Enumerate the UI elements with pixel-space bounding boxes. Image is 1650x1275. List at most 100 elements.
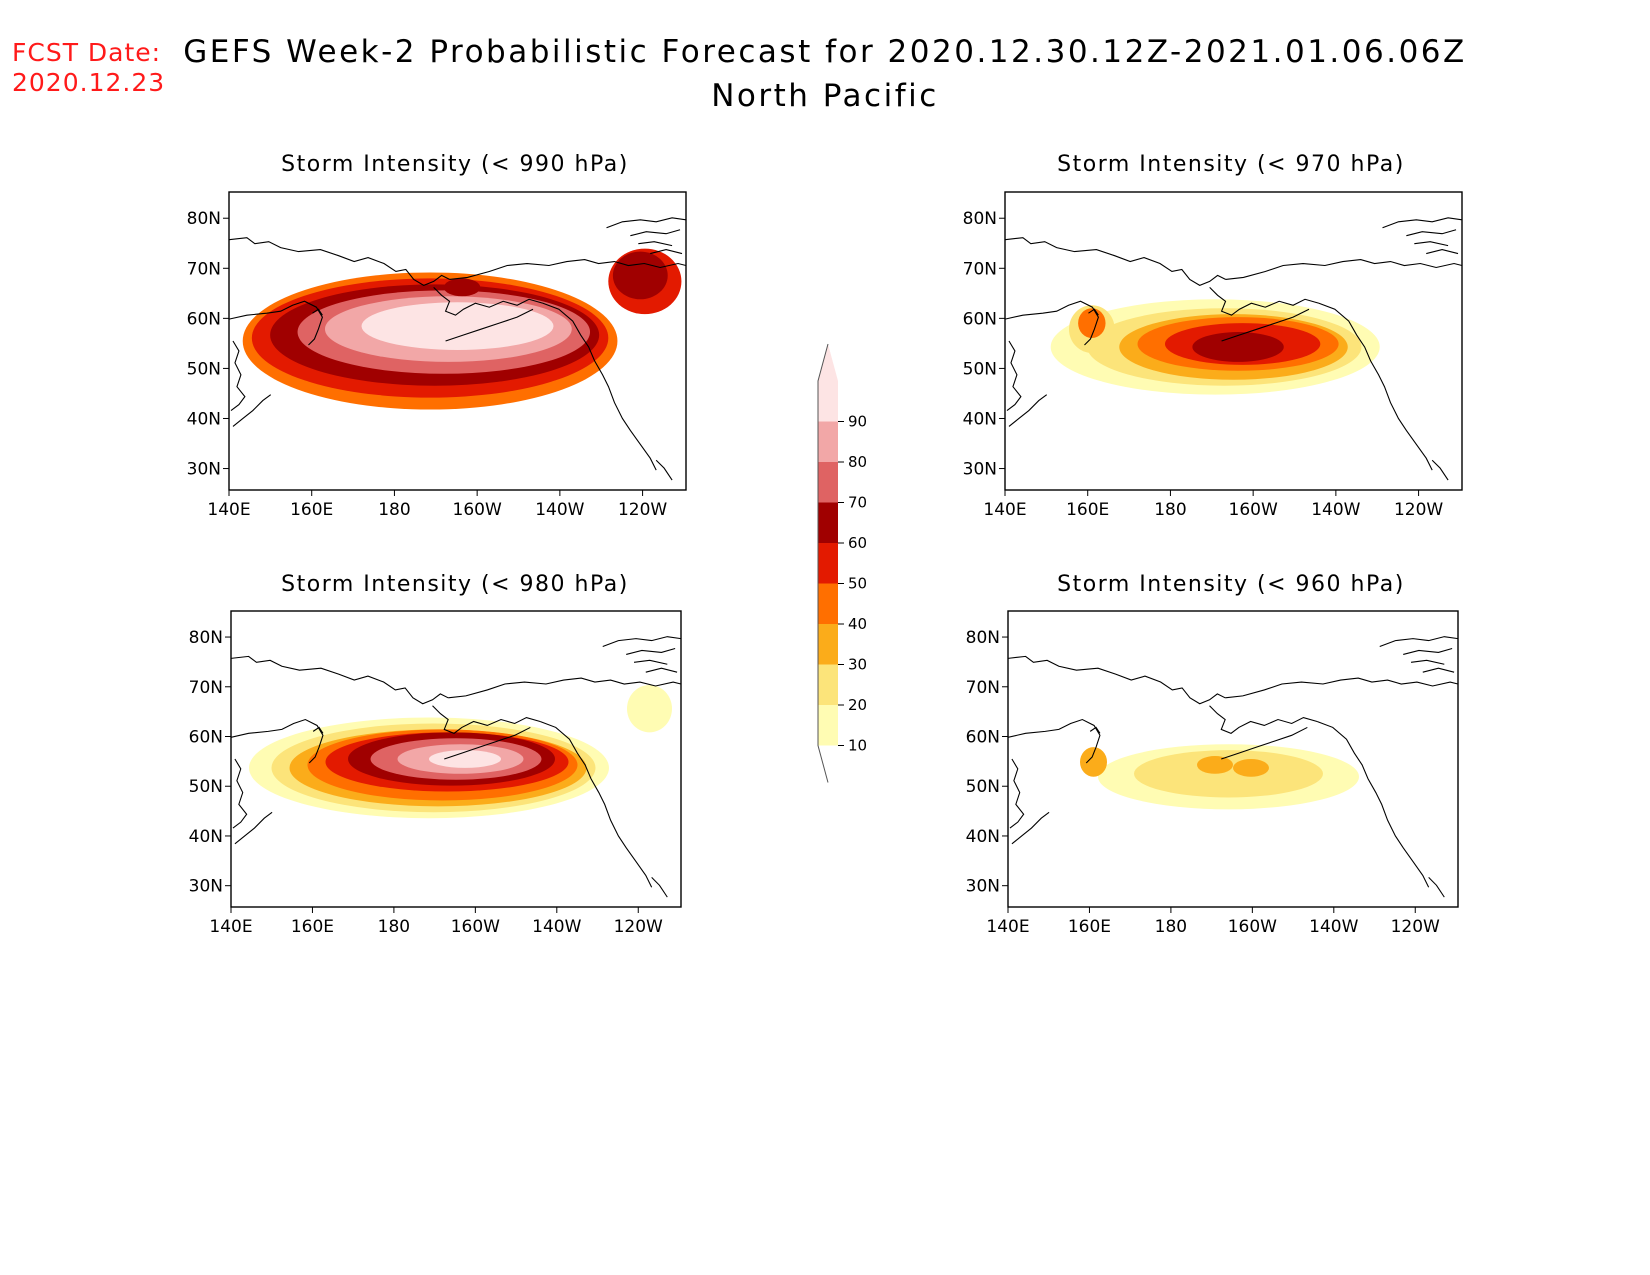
lon-tick-label: 160E — [1066, 500, 1109, 520]
lon-tick-label: 180 — [378, 500, 410, 520]
colorbar-level-label: 40 — [848, 615, 867, 633]
lat-tick-label: 80N — [963, 209, 997, 229]
map-panel-p960: 80N 70N 60N 50N 40N 30N 140E 160E 180 160W 140W 120… — [966, 610, 1459, 937]
lon-tick-label: 160W — [1228, 917, 1277, 937]
lat-tick-label: 70N — [187, 259, 221, 279]
panel-title-990: Storm Intensity (< 990 hPa) — [281, 152, 629, 177]
lat-tick-label: 80N — [187, 209, 221, 229]
colorbar-top-cap — [818, 344, 838, 381]
colorbar-bottom-cap — [818, 745, 838, 783]
colorbar-swatch — [818, 543, 838, 584]
lat-tick-label: 40N — [963, 409, 997, 429]
lon-tick-label: 140W — [535, 500, 584, 520]
colorbar-swatch — [818, 705, 838, 746]
panel-title-960: Storm Intensity (< 960 hPa) — [1057, 572, 1405, 597]
colorbar-swatch — [818, 462, 838, 503]
lat-tick-label: 30N — [187, 460, 221, 480]
lon-tick-label: 120W — [1394, 500, 1443, 520]
map-panel-p980: 80N 70N 60N 50N 40N 30N 140E 160E 180 160W 140W 120… — [189, 610, 682, 937]
lat-tick-label: 70N — [963, 259, 997, 279]
forecast-date-stamp: FCST Date: 2020.12.23 — [12, 38, 165, 98]
map-frame — [230, 610, 682, 908]
lat-tick-label: 50N — [966, 777, 1000, 797]
lon-tick-label: 180 — [378, 917, 410, 937]
probability-region — [612, 251, 668, 300]
probability-region — [429, 750, 501, 768]
probability-shading — [1080, 744, 1359, 810]
colorbar-swatch — [818, 624, 838, 665]
panel-title-980: Storm Intensity (< 980 hPa) — [281, 572, 629, 597]
lon-tick-label: 140W — [1311, 500, 1360, 520]
lat-tick-label: 80N — [966, 628, 1000, 648]
map-panel-p990: 80N 70N 60N 50N 40N 30N 140E 160E 180 160W 140W 120… — [187, 191, 687, 520]
probability-region — [1078, 308, 1106, 339]
lat-tick-label: 30N — [966, 877, 1000, 897]
lat-tick-label: 80N — [189, 628, 223, 648]
figure-title: GEFS Week-2 Probabilistic Forecast for 2… — [0, 30, 1650, 118]
lon-tick-label: 180 — [1155, 917, 1187, 937]
lon-tick-label: 140E — [986, 917, 1029, 937]
lon-tick-label: 120W — [614, 917, 663, 937]
lat-tick-label: 40N — [187, 409, 221, 429]
colorbar-level-label: 30 — [848, 656, 867, 674]
lat-tick-label: 70N — [189, 678, 223, 698]
map-frame — [228, 191, 687, 491]
lon-tick-label: 160W — [453, 500, 502, 520]
probability-region — [1192, 332, 1284, 362]
probability-region — [1197, 756, 1233, 774]
lon-tick-label: 120W — [1391, 917, 1440, 937]
probability-region — [443, 278, 481, 297]
colorbar-swatch — [818, 381, 838, 422]
lat-tick-label: 50N — [187, 359, 221, 379]
probability-region — [1134, 750, 1323, 798]
lon-tick-label: 160W — [451, 917, 500, 937]
lat-tick-label: 40N — [189, 827, 223, 847]
lat-tick-label: 30N — [189, 877, 223, 897]
lon-tick-label: 160E — [1068, 917, 1111, 937]
lat-tick-label: 50N — [189, 777, 223, 797]
colorbar-level-label: 10 — [848, 737, 867, 755]
lon-tick-label: 120W — [618, 500, 667, 520]
forecast-date-label: FCST Date: — [12, 38, 162, 67]
lon-tick-label: 140E — [983, 500, 1026, 520]
probability-region — [1233, 759, 1269, 777]
probability-shading — [249, 685, 672, 819]
lon-tick-label: 140W — [532, 917, 581, 937]
lon-tick-label: 160W — [1229, 500, 1278, 520]
lat-tick-label: 60N — [187, 309, 221, 329]
colorbar-swatch — [818, 583, 838, 624]
colorbar-level-label: 90 — [848, 413, 867, 431]
panel-title-970: Storm Intensity (< 970 hPa) — [1057, 152, 1405, 177]
probability-shading — [242, 248, 682, 410]
lat-tick-label: 30N — [963, 460, 997, 480]
colorbar: 10 20 30 40 50 60 70 80 90 — [817, 343, 867, 783]
colorbar-swatch — [818, 421, 838, 462]
colorbar-level-label: 20 — [848, 696, 867, 714]
lon-tick-label: 140E — [207, 500, 250, 520]
colorbar-swatch — [818, 502, 838, 543]
probability-region — [361, 302, 554, 350]
lat-tick-label: 50N — [963, 359, 997, 379]
lat-tick-label: 40N — [966, 827, 1000, 847]
map-frame — [1007, 610, 1459, 908]
lon-tick-label: 140E — [209, 917, 252, 937]
colorbar-level-label: 50 — [848, 575, 867, 593]
map-frame — [1004, 191, 1463, 491]
colorbar-level-label: 70 — [848, 494, 867, 512]
figure-title-line2: North Pacific — [711, 78, 939, 114]
lon-tick-label: 140W — [1309, 917, 1358, 937]
probability-shading — [1050, 299, 1380, 395]
colorbar-level-label: 60 — [848, 534, 867, 552]
colorbar-swatch — [818, 664, 838, 705]
lat-tick-label: 60N — [189, 728, 223, 748]
map-panel-p970: 80N 70N 60N 50N 40N 30N 140E 160E 180 160W 140W 120… — [963, 191, 1463, 520]
lon-tick-label: 180 — [1154, 500, 1186, 520]
lon-tick-label: 160E — [291, 917, 334, 937]
figure-title-line1: GEFS Week-2 Probabilistic Forecast for 2… — [183, 34, 1467, 70]
forecast-date-value: 2020.12.23 — [12, 68, 166, 97]
probability-region — [627, 685, 672, 733]
lat-tick-label: 60N — [963, 309, 997, 329]
lon-tick-label: 160E — [290, 500, 333, 520]
colorbar-level-label: 80 — [848, 453, 867, 471]
